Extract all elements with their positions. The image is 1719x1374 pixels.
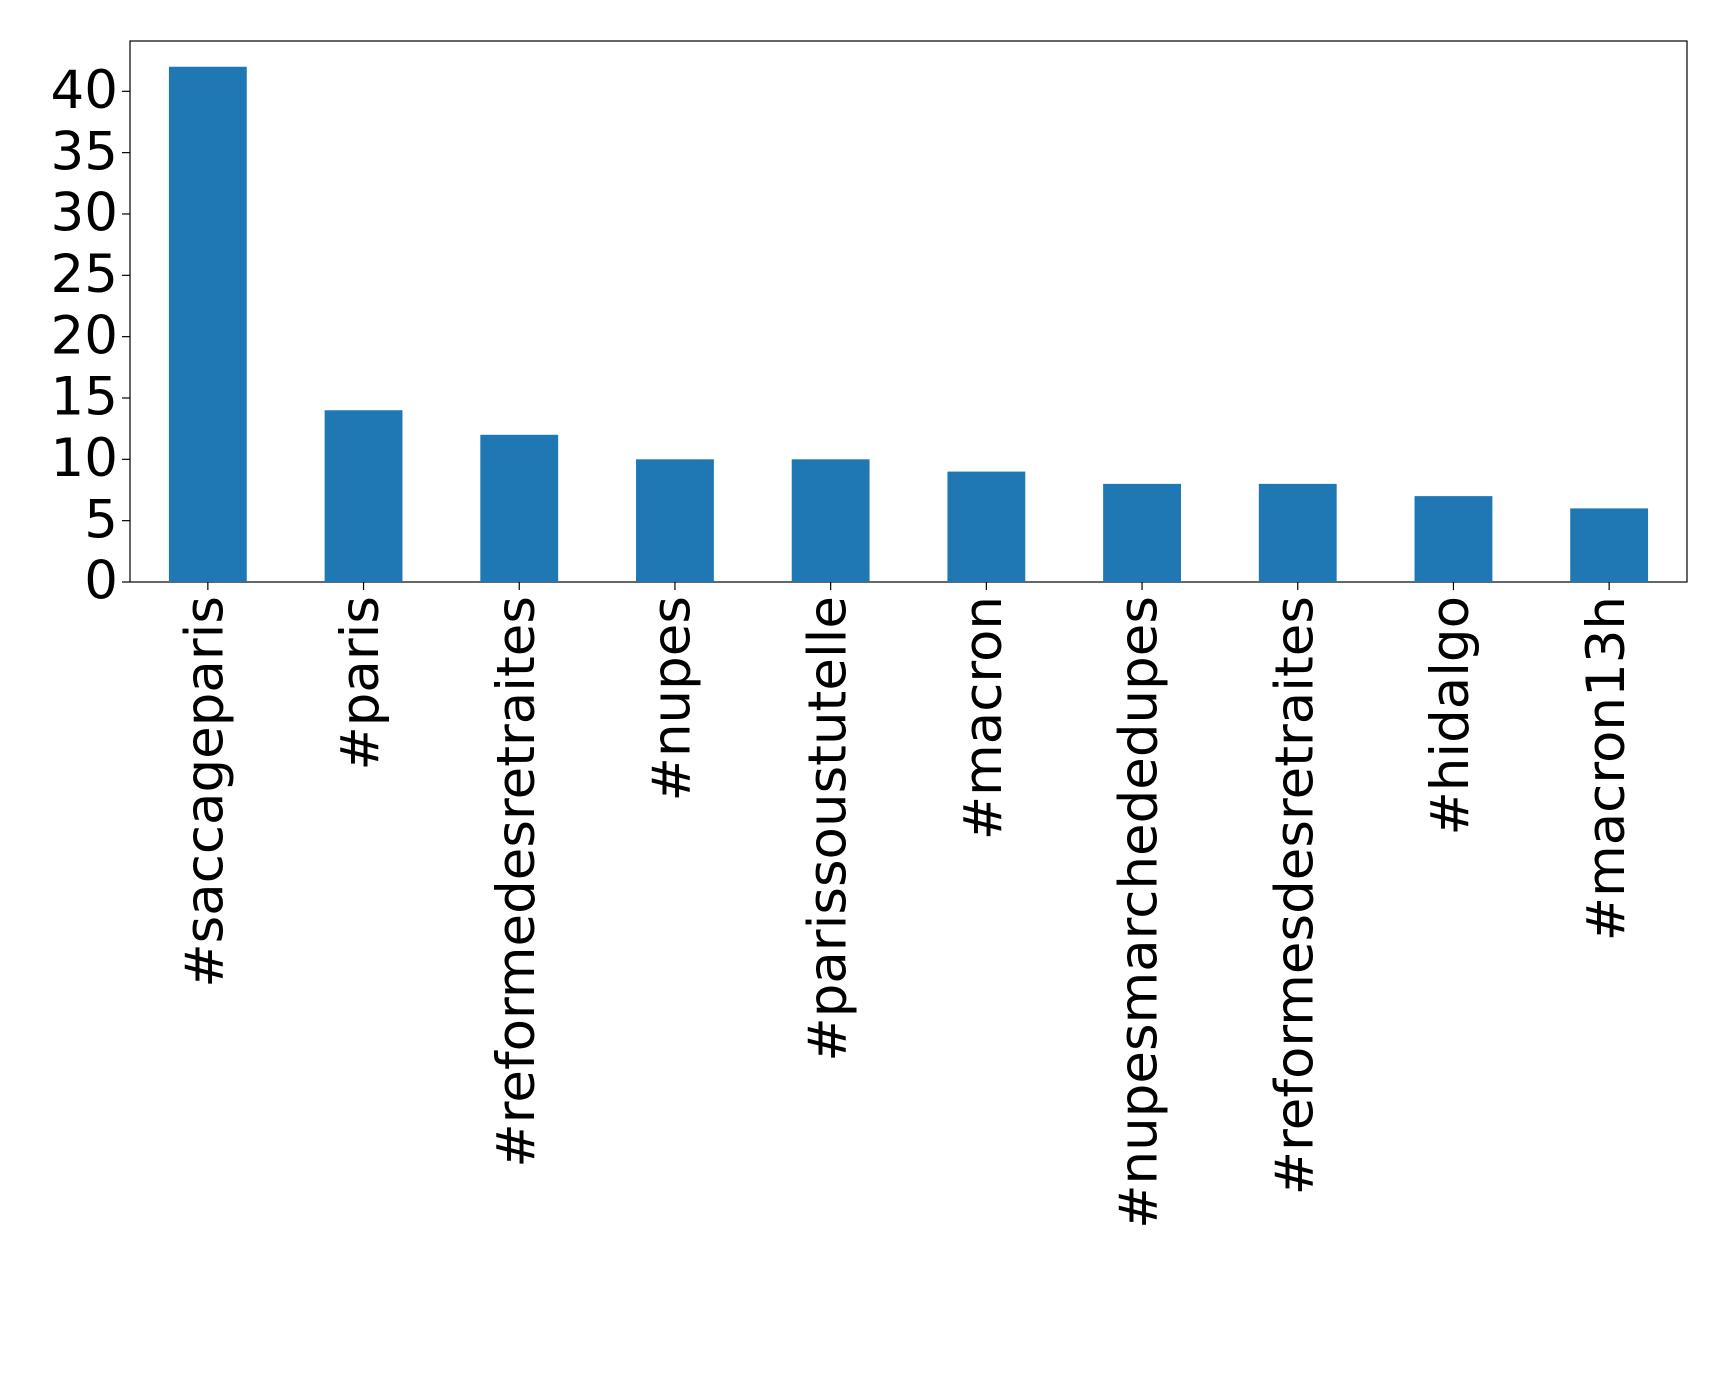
y-tick-label: 20 — [51, 305, 118, 366]
bar — [480, 434, 559, 582]
y-tick-label: 40 — [51, 60, 118, 121]
y-tick-label: 30 — [51, 183, 118, 244]
x-tick-label: #paris — [330, 596, 391, 771]
bar — [168, 66, 247, 582]
x-tick-label: #reformedesretraites — [486, 596, 547, 1168]
x-tick-label: #nupes — [642, 596, 703, 801]
x-tick-label: #hidalgo — [1420, 596, 1481, 836]
x-tick-label: #macron — [953, 596, 1014, 840]
bar — [324, 410, 403, 582]
plot-frame — [129, 40, 1688, 583]
bar — [636, 459, 714, 582]
bar — [1103, 483, 1181, 582]
y-tick-label: 0 — [84, 551, 118, 612]
bar — [947, 471, 1026, 582]
bar — [1258, 483, 1337, 582]
y-tick-label: 10 — [51, 428, 118, 489]
x-tick-label: #nupesmarchededupes — [1109, 596, 1170, 1229]
x-tick-label: #saccageparis — [174, 596, 235, 988]
bar — [791, 459, 870, 582]
y-tick-label: 25 — [51, 244, 118, 305]
x-tick-label: #parissoustutelle — [797, 596, 858, 1062]
bar — [1414, 496, 1493, 582]
x-tick-label: #macron13h — [1576, 596, 1637, 941]
y-tick-label: 15 — [51, 367, 118, 428]
y-tick-label: 35 — [51, 121, 118, 182]
y-tick-label: 5 — [84, 489, 118, 550]
x-tick-label: #reformesdesretraites — [1264, 596, 1325, 1195]
bar — [1570, 508, 1649, 582]
